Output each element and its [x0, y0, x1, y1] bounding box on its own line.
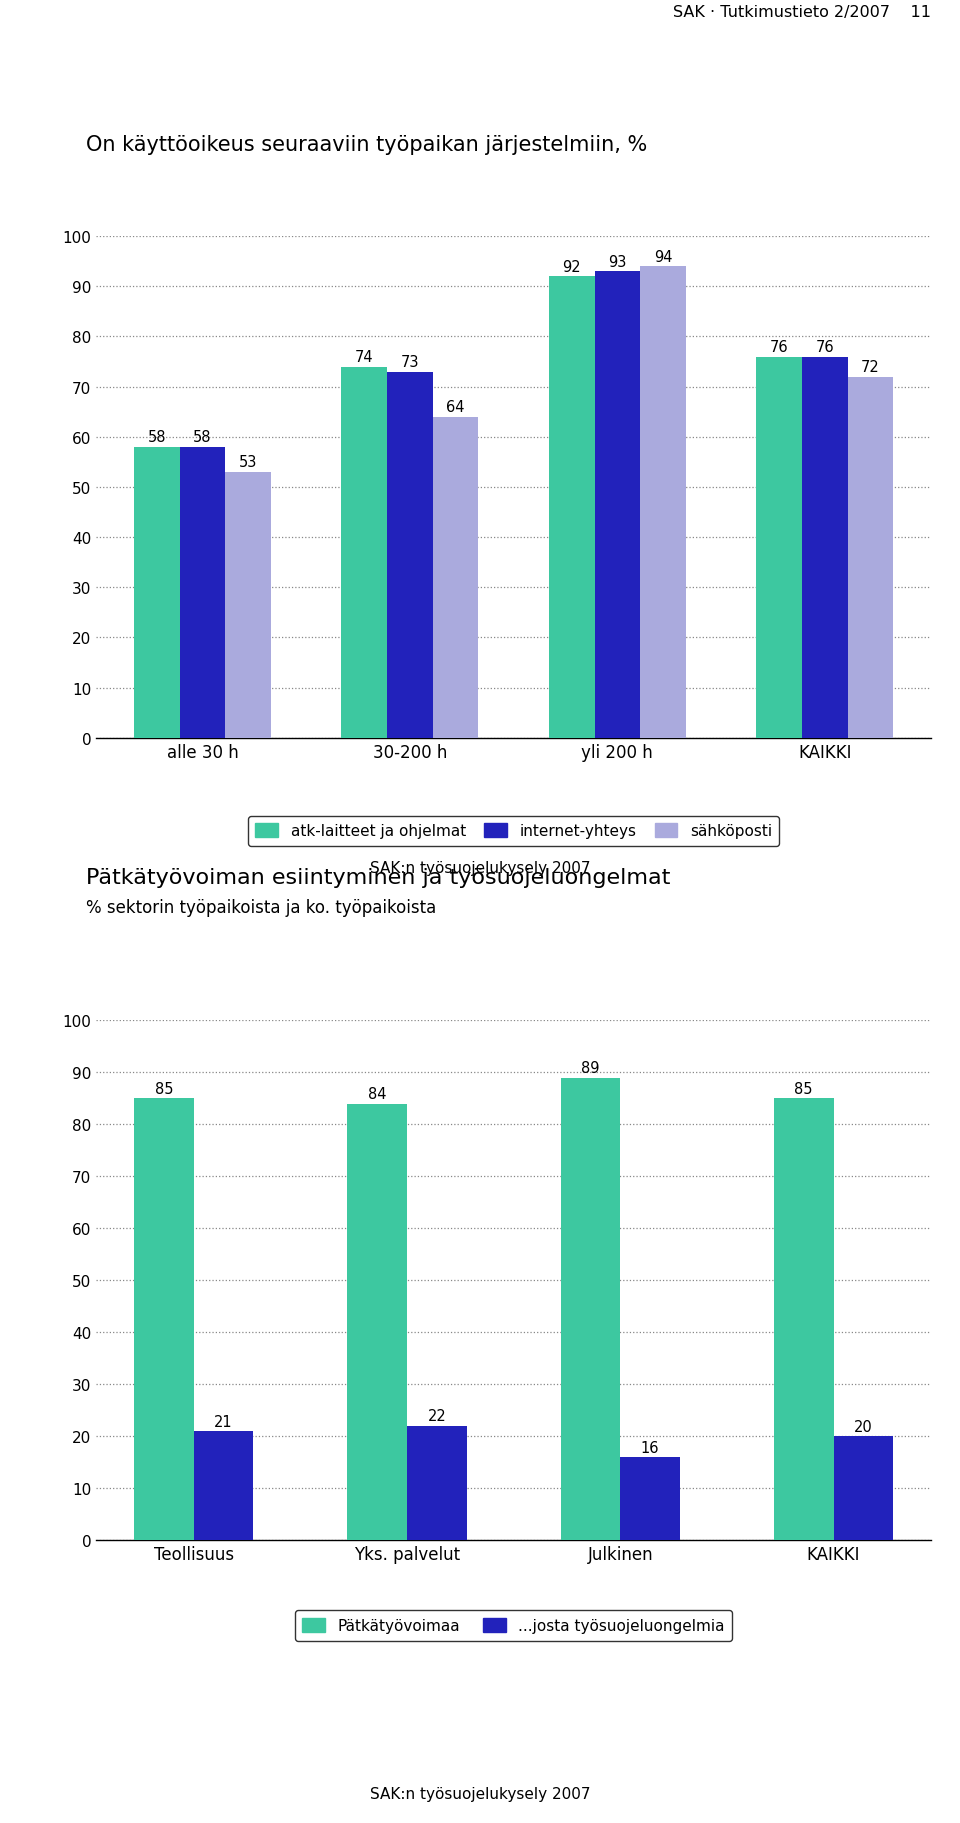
Text: 76: 76	[770, 339, 788, 355]
Text: Pätkätyövoiman esiintyminen ja työsuojeluongelmat: Pätkätyövoiman esiintyminen ja työsuojel…	[86, 868, 671, 888]
Bar	[194, 1431, 253, 1540]
Bar	[833, 1437, 893, 1540]
Bar	[640, 266, 685, 738]
Bar	[342, 366, 387, 738]
Bar	[348, 1105, 407, 1540]
Text: 93: 93	[608, 255, 627, 270]
Bar	[848, 377, 893, 738]
Text: 53: 53	[239, 456, 257, 470]
Text: 73: 73	[400, 355, 420, 370]
Bar	[594, 272, 640, 738]
Text: 58: 58	[193, 430, 211, 445]
Text: 94: 94	[654, 250, 672, 264]
Bar	[561, 1077, 620, 1540]
Text: 72: 72	[861, 359, 879, 376]
Text: 16: 16	[641, 1440, 660, 1455]
Text: 89: 89	[581, 1061, 600, 1076]
Bar	[226, 472, 271, 738]
Bar	[433, 417, 478, 738]
Text: SAK · Tutkimustieto 2/2007    11: SAK · Tutkimustieto 2/2007 11	[673, 4, 931, 20]
Bar	[774, 1099, 833, 1540]
Bar	[756, 357, 802, 738]
Bar	[134, 447, 180, 738]
Text: 21: 21	[214, 1415, 233, 1429]
Bar	[802, 357, 848, 738]
Text: 20: 20	[854, 1418, 873, 1435]
Bar	[620, 1457, 680, 1540]
Text: % sektorin työpaikoista ja ko. työpaikoista: % sektorin työpaikoista ja ko. työpaikoi…	[86, 899, 437, 917]
Text: 85: 85	[155, 1081, 173, 1096]
Legend: atk-laitteet ja ohjelmat, internet-yhteys, sähköposti: atk-laitteet ja ohjelmat, internet-yhtey…	[248, 817, 780, 846]
Text: SAK:n työsuojelukysely 2007: SAK:n työsuojelukysely 2007	[370, 1787, 590, 1801]
Text: 58: 58	[148, 430, 166, 445]
Text: 85: 85	[795, 1081, 813, 1096]
Bar	[134, 1099, 194, 1540]
Bar	[549, 277, 594, 738]
Legend: Pätkätyövoimaa, ...josta työsuojeluongelmia: Pätkätyövoimaa, ...josta työsuojeluongel…	[295, 1610, 732, 1641]
Text: SAK:n työsuojelukysely 2007: SAK:n työsuojelukysely 2007	[370, 860, 590, 875]
Text: On käyttöoikeus seuraaviin työpaikan järjestelmiin, %: On käyttöoikeus seuraaviin työpaikan jär…	[86, 135, 648, 155]
Bar	[387, 372, 433, 738]
Text: 84: 84	[368, 1087, 386, 1101]
Text: 64: 64	[446, 399, 465, 416]
Text: 92: 92	[563, 259, 581, 275]
Bar	[407, 1426, 467, 1540]
Text: 22: 22	[427, 1409, 446, 1424]
Text: 74: 74	[355, 350, 373, 365]
Bar	[180, 447, 226, 738]
Text: 76: 76	[815, 339, 834, 355]
